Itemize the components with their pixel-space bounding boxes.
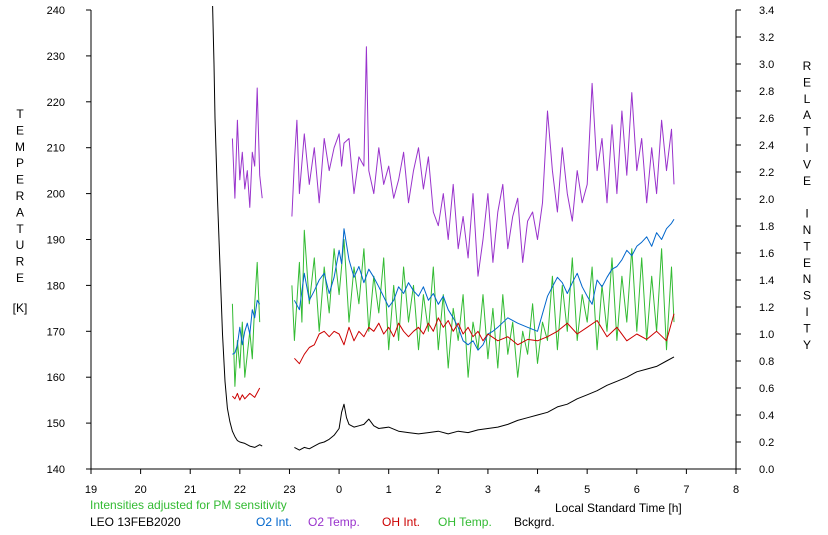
chart-axes: 19 20 21 22 23 0 1 2 3 4 5 6 7 8140150160170180190200… — [47, 5, 775, 496]
right-axis-title-char: R — [803, 59, 812, 73]
left-axis-title-char: E — [16, 173, 24, 187]
x-tick-label: 20 — [134, 484, 146, 496]
x-tick-label: 22 — [234, 484, 246, 496]
right-axis-title-char: N — [803, 223, 812, 237]
y-right-tick-label: 2.6 — [759, 113, 774, 125]
series-line-oh-temp — [231, 261, 261, 387]
y-right-tick-label: 0.4 — [759, 410, 774, 422]
y-right-tick-label: 3.4 — [759, 5, 774, 17]
legend-item-o2-int: O2 Int. — [256, 515, 293, 529]
left-axis-title-char: M — [15, 140, 25, 154]
y-right-tick-label: 0.8 — [759, 356, 774, 368]
right-axis-title-char: L — [804, 92, 811, 106]
legend-item-oh-int: OH Int. — [382, 515, 421, 529]
left-axis-title-char: R — [16, 255, 25, 269]
left-axis-title-char: P — [16, 156, 24, 170]
x-tick-label: 0 — [336, 484, 342, 496]
y-left-tick-label: 180 — [47, 280, 65, 292]
x-tick-label: 2 — [435, 484, 441, 496]
legend-item-o2-temp: O2 Temp. — [308, 515, 360, 529]
x-axis-label: Local Standard Time [h] — [555, 501, 682, 515]
y-left-tick-label: 210 — [47, 143, 65, 155]
legend-item-oh-temp: OH Temp. — [438, 515, 492, 529]
left-axis-title-char: T — [16, 107, 24, 121]
x-tick-label: 8 — [733, 484, 739, 496]
x-tick-label: 21 — [184, 484, 196, 496]
left-axis-title-char: U — [16, 238, 25, 252]
series-line-o2-temp — [291, 46, 675, 277]
y-right-tick-label: 2.0 — [759, 194, 774, 206]
y-right-tick-label: 2.8 — [759, 86, 774, 98]
y-right-tick-label: 3.0 — [759, 59, 774, 71]
series-line-o2-int — [232, 299, 261, 355]
y-left-tick-label: 160 — [47, 372, 65, 384]
y-right-tick-label: 1.2 — [759, 302, 774, 314]
right-axis-title-char: V — [803, 157, 811, 171]
left-axis-title-char: R — [16, 189, 25, 203]
sensitivity-note: Intensities adjusted for PM sensitivity — [90, 498, 287, 512]
series-line-oh-temp — [291, 229, 675, 378]
right-axis-title-char: N — [803, 272, 812, 286]
series-layer — [212, 5, 675, 451]
y-right-tick-label: 1.4 — [759, 275, 774, 287]
y-left-tick-label: 140 — [47, 464, 65, 476]
right-axis-title-char: T — [803, 321, 811, 335]
right-axis-title-char: T — [803, 125, 811, 139]
right-axis-title-char: I — [805, 141, 808, 155]
right-axis-title-char: E — [803, 256, 811, 270]
x-tick-label: 1 — [386, 484, 392, 496]
series-line-oh-int — [294, 313, 675, 365]
left-axis-unit: [K] — [13, 301, 28, 315]
y-right-tick-label: 1.6 — [759, 248, 774, 260]
y-left-tick-label: 230 — [47, 51, 65, 63]
right-axis-title-char: Y — [803, 338, 811, 352]
y-right-tick-label: 1.0 — [759, 329, 774, 341]
series-line-bckgrd — [294, 356, 675, 451]
left-axis-title-char: E — [16, 123, 24, 137]
y-left-tick-label: 200 — [47, 189, 65, 201]
left-axis-title-char: E — [16, 271, 24, 285]
series-line-bckgrd — [212, 5, 263, 448]
x-tick-label: 7 — [683, 484, 689, 496]
x-tick-label: 19 — [85, 484, 97, 496]
x-tick-label: 23 — [283, 484, 295, 496]
y-left-tick-label: 150 — [47, 418, 65, 430]
y-right-tick-label: 0.0 — [759, 464, 774, 476]
y-right-tick-label: 0.6 — [759, 383, 774, 395]
y-right-tick-label: 0.2 — [759, 437, 774, 449]
right-axis-title-char: E — [803, 174, 811, 188]
right-axis-title-char: E — [803, 75, 811, 89]
right-axis-title-char: I — [805, 207, 808, 221]
x-tick-label: 4 — [534, 484, 540, 496]
right-axis-title-char: A — [803, 108, 811, 122]
y-left-tick-label: 170 — [47, 326, 65, 338]
y-right-tick-label: 2.4 — [759, 140, 774, 152]
y-left-tick-label: 240 — [47, 5, 65, 17]
y-left-tick-label: 190 — [47, 235, 65, 247]
x-tick-label: 5 — [584, 484, 590, 496]
y-right-tick-label: 2.2 — [759, 167, 774, 179]
series-line-oh-int — [232, 387, 261, 401]
series-line-o2-int — [293, 218, 675, 351]
left-axis-title-char: T — [16, 222, 24, 236]
right-axis-title-char: I — [805, 305, 808, 319]
station-date-label: LEO 13FEB2020 — [90, 515, 181, 529]
x-tick-label: 6 — [634, 484, 640, 496]
y-right-tick-label: 3.2 — [759, 32, 774, 44]
right-axis-title-char: S — [803, 289, 811, 303]
y-left-tick-label: 220 — [47, 97, 65, 109]
left-axis-title-char: A — [16, 205, 24, 219]
right-axis-title-char: T — [803, 239, 811, 253]
x-tick-label: 3 — [485, 484, 491, 496]
series-line-o2-temp — [231, 87, 263, 208]
legend-item-bckgrd: Bckgrd. — [514, 515, 555, 529]
y-right-tick-label: 1.8 — [759, 221, 774, 233]
